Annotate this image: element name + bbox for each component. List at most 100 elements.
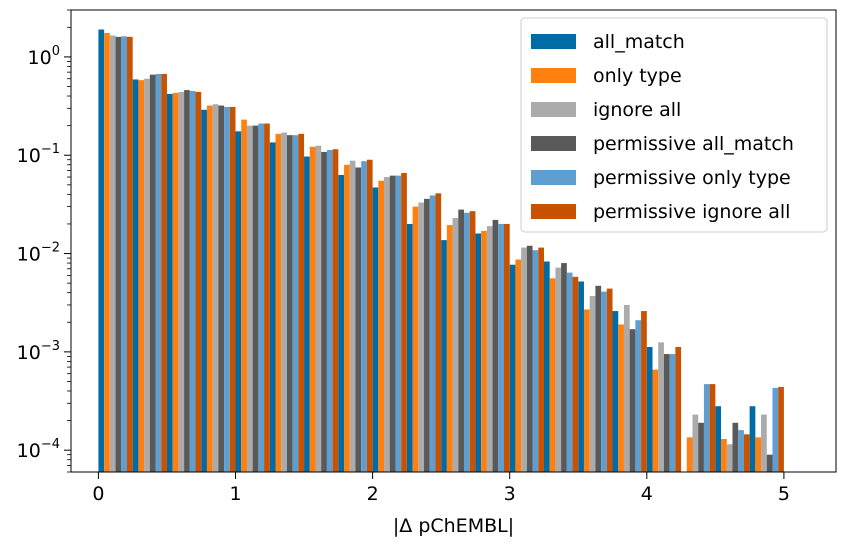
bar-permissive-only-type [292, 135, 299, 472]
bar-permissive-ignore-all [401, 172, 407, 472]
bar-only-type [378, 180, 385, 472]
bar-permissive-only-type [395, 175, 402, 472]
bar-ignore-all [384, 177, 390, 473]
bar-ignore-all [555, 267, 562, 472]
bar-permissive-only-type [189, 91, 196, 472]
bar-permissive-ignore-all [264, 123, 270, 473]
bar-all-match [338, 174, 345, 472]
bar-all-match [646, 347, 653, 472]
bar-all-match [166, 93, 173, 472]
bar-permissive-only-type [703, 384, 710, 472]
bar-permissive-only-type [635, 320, 642, 472]
bar-permissive-only-type [669, 354, 676, 472]
legend-swatch [531, 102, 576, 117]
bar-permissive-all-match [698, 422, 704, 472]
bar-permissive-ignore-all [195, 91, 202, 472]
bar-permissive-all-match [595, 285, 602, 472]
x-tick-label: 3 [504, 483, 516, 505]
bar-all-match [475, 233, 482, 472]
bar-permissive-ignore-all [161, 74, 167, 472]
bar-ignore-all [144, 78, 150, 472]
bar-permissive-only-type [498, 223, 504, 472]
bar-all-match [509, 264, 516, 472]
legend-swatch [531, 170, 576, 185]
bar-ignore-all [486, 226, 493, 472]
bar-ignore-all [589, 296, 596, 472]
bar-permissive-ignore-all [469, 211, 476, 472]
legend-label: permissive all_match [593, 133, 794, 155]
bar-ignore-all [178, 91, 185, 472]
bar-permissive-ignore-all [298, 133, 305, 472]
bar-permissive-all-match [321, 151, 327, 472]
bar-permissive-ignore-all [504, 223, 510, 472]
bar-permissive-all-match [424, 198, 430, 472]
bar-ignore-all [452, 217, 459, 472]
bar-only-type [549, 278, 556, 472]
legend-label: only type [593, 65, 682, 87]
bar-ignore-all [623, 304, 630, 472]
bar-only-type [721, 438, 727, 472]
bar-ignore-all [246, 125, 253, 472]
x-tick-label: 2 [367, 483, 379, 505]
bar-all-match [715, 406, 722, 472]
bar-permissive-ignore-all [229, 106, 236, 473]
bar-all-match [578, 281, 584, 472]
bar-ignore-all [212, 104, 219, 472]
bar-only-type [446, 225, 453, 472]
plot-area-frame [70, 9, 837, 473]
bar-permissive-only-type [601, 291, 607, 472]
bar-only-type [309, 146, 316, 473]
bar-all-match [406, 223, 413, 472]
bar-ignore-all [521, 247, 527, 472]
legend-label: permissive only type [593, 167, 791, 189]
bar-permissive-all-match [526, 245, 533, 472]
bar-ignore-all [315, 145, 322, 472]
bar-all-match [235, 131, 242, 472]
bar-permissive-only-type [738, 430, 744, 472]
bar-only-type [755, 437, 762, 472]
bar-ignore-all [418, 202, 425, 472]
bar-permissive-all-match [766, 454, 773, 472]
bar-permissive-all-match [286, 135, 293, 472]
y-tick-label: 10−2 [17, 241, 60, 266]
x-axis-label: |Δ pChEMBL| [393, 515, 514, 537]
bar-ignore-all [658, 342, 664, 472]
bar-all-match [372, 187, 379, 472]
bar-only-type [686, 437, 693, 472]
bar-all-match [304, 156, 310, 472]
bar-permissive-all-match [252, 125, 259, 472]
bar-only-type [206, 105, 213, 472]
bar-permissive-only-type [326, 150, 333, 472]
legend-swatch [531, 34, 576, 49]
bar-only-type [481, 230, 487, 472]
bar-permissive-all-match [115, 36, 122, 473]
bar-permissive-only-type [566, 272, 573, 472]
bar-all-match [132, 79, 139, 472]
bar-permissive-all-match [149, 74, 156, 473]
bar-permissive-only-type [772, 387, 779, 472]
x-axis: 0 1 2 3 4 5 [92, 472, 790, 505]
bar-permissive-ignore-all [366, 159, 373, 473]
bar-permissive-all-match [389, 175, 396, 472]
bar-permissive-ignore-all [572, 276, 579, 472]
bar-permissive-only-type [361, 161, 367, 472]
bar-only-type [275, 133, 282, 472]
bar-only-type [515, 259, 522, 472]
bar-only-type [172, 92, 179, 472]
bar-permissive-all-match [561, 263, 567, 472]
bar-all-match [612, 311, 619, 472]
bar-permissive-ignore-all [709, 384, 716, 472]
x-tick-label: 4 [641, 483, 653, 505]
bar-permissive-all-match [218, 105, 225, 472]
bar-permissive-ignore-all [606, 288, 613, 472]
bar-permissive-only-type [464, 212, 470, 472]
bar-permissive-only-type [258, 123, 265, 473]
legend-swatch [531, 204, 576, 219]
bar-ignore-all [726, 444, 733, 472]
bar-only-type [618, 324, 624, 472]
y-tick-label: 100 [28, 44, 60, 69]
bar-all-match [543, 261, 550, 472]
bar-all-match [441, 240, 447, 472]
bar-ignore-all [281, 132, 287, 472]
